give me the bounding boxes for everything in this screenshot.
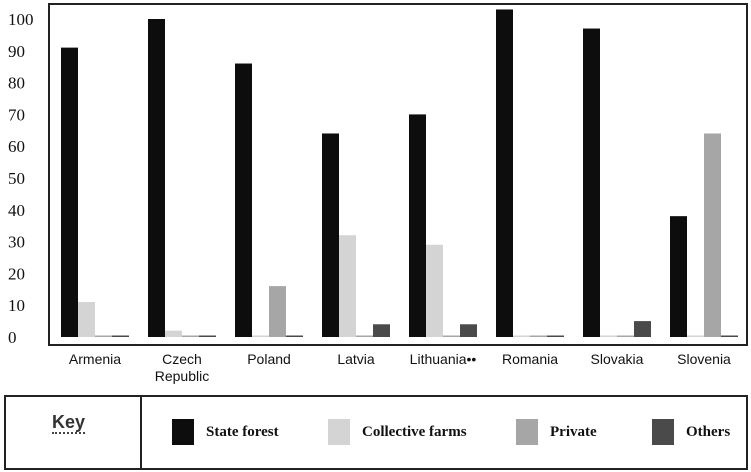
x-category-label: Latvia [337, 351, 375, 367]
legend-title: Key [52, 412, 86, 434]
y-tick-label: 60 [8, 137, 25, 156]
bar [409, 114, 426, 338]
bar [269, 286, 286, 337]
bar [286, 335, 303, 337]
bar [165, 330, 182, 337]
legend-divider [140, 395, 142, 470]
legend-swatch-collective-farms [328, 419, 350, 445]
bar [61, 47, 78, 338]
bar [600, 335, 617, 337]
bar [721, 335, 738, 337]
legend-item-state-forest: State forest [172, 418, 279, 446]
y-tick-label: 90 [8, 42, 25, 61]
chart-area: 0 10 20 30 40 50 60 70 80 90 100 Armenia Czech Repub… [8, 3, 748, 384]
y-tick-label: 70 [8, 105, 25, 124]
legend-label-collective-farms: Collective farms [362, 423, 467, 440]
legend-swatch-others [652, 419, 674, 445]
legend-item-others: Others [652, 418, 730, 446]
legend-item-collective-farms: Collective farms [328, 418, 467, 446]
bar [496, 9, 513, 338]
y-tick-label: 50 [8, 169, 25, 188]
legend-label-private: Private [550, 423, 597, 440]
bar [704, 133, 721, 337]
bar [235, 63, 252, 338]
y-tick-label: 10 [8, 296, 25, 315]
x-category-label: Poland [247, 351, 291, 367]
bar [687, 335, 704, 337]
bar [373, 324, 390, 337]
bar [530, 335, 547, 337]
bar [426, 244, 443, 337]
y-tick-label: 40 [8, 201, 25, 220]
y-tick-label: 0 [8, 328, 17, 347]
bar [182, 335, 199, 337]
y-axis-ticks: 0 10 20 30 40 50 60 70 80 90 100 [8, 10, 34, 347]
legend-box [4, 395, 748, 470]
legend-label-state-forest: State forest [206, 423, 279, 440]
x-category-label: Czech Republic [155, 351, 209, 384]
y-tick-label: 100 [8, 10, 34, 29]
y-tick-label: 80 [8, 74, 25, 93]
category-labels: Armenia Czech Republic Poland Latvia Lithuani… [69, 351, 731, 384]
bar [634, 321, 651, 337]
legend-label-others: Others [686, 423, 731, 440]
bar [583, 28, 600, 337]
bar [356, 335, 373, 337]
x-category-label: Lithuania•• [410, 351, 477, 367]
plot-frame [48, 3, 748, 346]
legend-item-private: Private [516, 418, 597, 446]
x-category-label: Slovakia [591, 351, 644, 367]
bar [513, 335, 530, 337]
y-tick-label: 30 [8, 233, 25, 252]
bar [547, 335, 564, 337]
x-category-label: Armenia [69, 351, 121, 367]
bar [617, 335, 634, 337]
bar [670, 216, 687, 337]
y-tick-label: 20 [8, 264, 25, 283]
legend-swatch-private [516, 419, 538, 445]
bar [443, 335, 460, 337]
bar [95, 335, 112, 337]
legend-swatch-state-forest [172, 419, 194, 445]
bar [460, 324, 477, 337]
bar [112, 335, 129, 337]
x-category-label: Slovenia [677, 351, 731, 367]
bar [339, 235, 356, 337]
bar [252, 335, 269, 337]
bar [78, 302, 95, 337]
bars-group [61, 9, 738, 338]
x-category-label: Romania [502, 351, 558, 367]
bar [148, 19, 165, 337]
bar [322, 133, 339, 337]
bar [199, 335, 216, 337]
